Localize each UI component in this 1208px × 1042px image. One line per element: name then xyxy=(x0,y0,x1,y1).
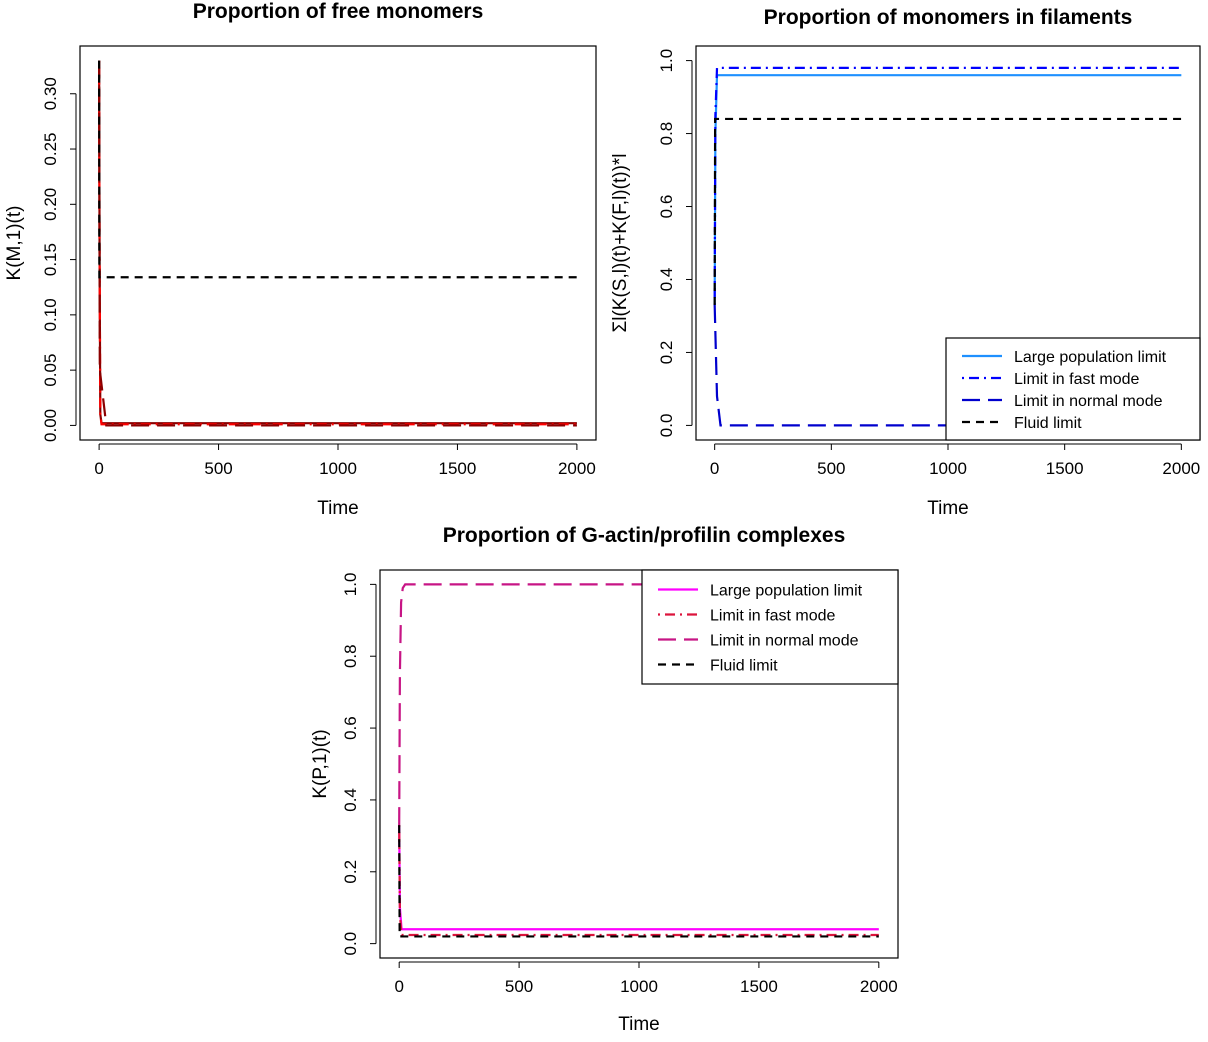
plot-frame xyxy=(79,45,597,441)
y-tick-label: 0.6 xyxy=(341,716,360,740)
legend: Large population limit Limit in fast mode… xyxy=(641,569,899,685)
legend-label: Limit in fast mode xyxy=(710,608,835,625)
x-tick-label: 500 xyxy=(505,977,533,996)
chart-panel-2: Proportion of monomers in filaments 0 500 1… xyxy=(610,6,1201,519)
chart-title: Proportion of monomers in filaments xyxy=(764,6,1133,29)
y-tick-label: 0.00 xyxy=(41,409,60,442)
chart-panel-1: Proportion of free monomers 0 500 1000 1500 2… xyxy=(4,0,597,519)
series-line-4 xyxy=(713,117,1182,306)
x-axis-label: Time xyxy=(317,498,359,519)
series-line-2 xyxy=(713,66,1182,306)
chart-panel-3: Proportion of G-actin/profilin complexes… xyxy=(310,524,899,1035)
y-tick-label: 0.10 xyxy=(41,298,60,331)
y-tick-label: 0.30 xyxy=(41,77,60,110)
x-tick-label: 1500 xyxy=(439,459,477,478)
x-tick-label: 500 xyxy=(204,459,232,478)
x-axis-label: Time xyxy=(927,498,969,519)
y-tick-label: 0.2 xyxy=(341,860,360,884)
legend-label: Limit in normal mode xyxy=(1014,393,1163,410)
y-tick-label: 0.8 xyxy=(341,644,360,668)
x-tick-label: 500 xyxy=(817,459,845,478)
series-line-2 xyxy=(98,60,577,426)
y-axis-label: K(P,1)(t) xyxy=(310,729,331,798)
y-tick-label: 0.0 xyxy=(657,414,676,438)
series-line-1 xyxy=(713,74,1182,306)
x-tick-label: 0 xyxy=(710,459,719,478)
series-line-1 xyxy=(398,825,879,931)
y-tick-label: 0.25 xyxy=(41,132,60,165)
series-line-3 xyxy=(98,60,577,427)
y-tick-label: 0.15 xyxy=(41,243,60,276)
series-line-3 xyxy=(398,583,879,826)
y-tick-label: 1.0 xyxy=(341,573,360,597)
x-tick-label: 1500 xyxy=(740,977,778,996)
series-line-1 xyxy=(98,60,577,425)
y-tick-label: 0.6 xyxy=(657,195,676,219)
y-tick-label: 0.2 xyxy=(657,341,676,365)
x-tick-label: 1500 xyxy=(1046,459,1084,478)
y-axis-label: Σl(K(S,l)(t)+K(F,l)(t))*l xyxy=(610,153,631,332)
x-tick-label: 2000 xyxy=(1162,459,1200,478)
y-tick-label: 0.05 xyxy=(41,354,60,387)
chart-title: Proportion of G-actin/profilin complexes xyxy=(443,524,846,547)
y-axis-label: K(M,1)(t) xyxy=(4,206,25,281)
legend-label: Limit in fast mode xyxy=(1014,371,1139,388)
y-tick-label: 0.4 xyxy=(341,788,360,812)
legend-label: Fluid limit xyxy=(1014,415,1082,432)
y-tick-label: 0.20 xyxy=(41,188,60,221)
series-line-4 xyxy=(98,60,577,279)
x-tick-label: 1000 xyxy=(929,459,967,478)
series-line-2 xyxy=(398,825,879,937)
x-axis-label: Time xyxy=(618,1014,660,1035)
plot-frame xyxy=(379,569,899,959)
x-tick-label: 1000 xyxy=(319,459,357,478)
chart-title: Proportion of free monomers xyxy=(193,0,484,23)
x-tick-label: 1000 xyxy=(620,977,658,996)
legend-label: Large population limit xyxy=(1014,349,1167,366)
legend: Large population limit Limit in fast mode… xyxy=(945,337,1201,441)
x-tick-label: 2000 xyxy=(860,977,898,996)
x-tick-label: 0 xyxy=(94,459,103,478)
x-tick-label: 0 xyxy=(394,977,403,996)
y-tick-label: 0.8 xyxy=(657,122,676,146)
y-tick-label: 0.4 xyxy=(657,268,676,292)
x-tick-label: 2000 xyxy=(558,459,596,478)
legend-label: Large population limit xyxy=(710,583,863,600)
legend-label: Limit in normal mode xyxy=(710,633,859,650)
y-tick-label: 1.0 xyxy=(657,49,676,73)
series-line-4 xyxy=(398,825,879,938)
y-tick-label: 0.0 xyxy=(341,932,360,956)
legend-label: Fluid limit xyxy=(710,658,778,675)
